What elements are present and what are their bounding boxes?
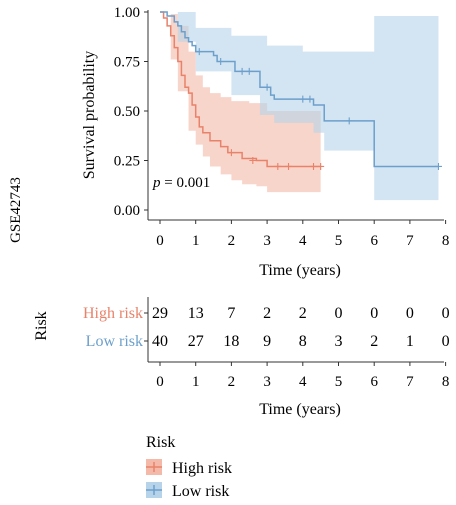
risk-count-high-risk: 2	[263, 305, 271, 322]
censor-mark-high-risk	[310, 162, 318, 170]
risk-count-high-risk: 13	[188, 305, 204, 322]
risk-count-low-risk: 27	[188, 333, 204, 350]
risk-table-x-ticks: 0 1 2 3 4 5 6 7 8	[156, 362, 449, 390]
risk-table: Risk High risk Low risk 29 13 7 2 2 0 0 0 040 27 1…	[33, 297, 450, 418]
ci-band-low-risk	[160, 12, 439, 201]
risk-count-high-risk: 0	[335, 305, 343, 322]
y-tick-label: 0.00	[114, 203, 140, 219]
censor-mark-high-risk	[227, 149, 235, 157]
censor-mark-low-risk	[217, 58, 225, 65]
risk-count-low-risk: 1	[406, 333, 414, 350]
risk-row-label-low: Low risk	[86, 333, 143, 350]
x-tick-label: 8	[442, 233, 450, 249]
legend: Risk High risk Low risk	[146, 434, 232, 500]
y-ticks: 0.00 0.25 0.50 0.75 1.00	[114, 5, 148, 219]
y-tick-label: 0.50	[114, 104, 140, 120]
y-axis-label: Survival probability	[81, 51, 98, 179]
legend-label-high-risk: High risk	[172, 460, 232, 477]
risk-x-tick-label: 7	[406, 374, 414, 390]
risk-table-cells: 29 13 7 2 2 0 0 0 0 40 27 18 9 8 3 2 1 0	[144, 305, 450, 350]
censor-mark-high-risk	[274, 162, 282, 170]
risk-count-high-risk: 0	[406, 305, 414, 322]
censor-mark-low-risk	[345, 117, 353, 125]
risk-x-tick-label: 8	[442, 374, 450, 390]
censor-marks	[195, 48, 442, 170]
risk-count-high-risk: 0	[370, 305, 378, 322]
risk-count-low-risk: 3	[335, 333, 343, 350]
x-tick-label: 6	[370, 233, 378, 249]
ci-band-high-risk	[160, 12, 321, 193]
x-axis-label: Time (years)	[259, 262, 341, 279]
risk-x-tick-label: 5	[335, 374, 343, 390]
risk-x-tick-label: 2	[228, 374, 236, 390]
censor-mark-high-risk	[285, 162, 293, 170]
survival-plot: 0.00 0.25 0.50 0.75 1.00 0 1 2 3 4 5 6 7 8 Survival …	[81, 5, 449, 279]
censor-mark-low-risk	[263, 83, 271, 91]
cohort-label: GSE42743	[8, 177, 24, 243]
legend-item-low-risk: Low risk	[146, 482, 229, 500]
legend-item-high-risk: High risk	[146, 459, 232, 477]
risk-x-tick-label: 0	[156, 374, 164, 390]
risk-count-high-risk: 29	[152, 305, 168, 322]
ci-bands	[160, 12, 439, 201]
risk-count-low-risk: 0	[442, 333, 450, 350]
x-tick-label: 3	[263, 233, 271, 249]
p-value: = 0.001	[161, 175, 211, 191]
x-tick-label: 2	[228, 233, 236, 249]
risk-count-low-risk: 9	[263, 333, 271, 350]
risk-count-low-risk: 40	[152, 333, 168, 350]
x-tick-label: 5	[335, 233, 343, 249]
y-tick-label: 0.75	[114, 55, 140, 71]
p-value-annotation: p = 0.001	[152, 175, 210, 191]
x-tick-label: 1	[192, 233, 200, 249]
risk-count-high-risk: 2	[299, 305, 307, 322]
risk-count-low-risk: 8	[299, 333, 307, 350]
survival-curves	[160, 11, 439, 168]
y-tick-label: 1.00	[114, 5, 140, 21]
legend-title: Risk	[146, 434, 175, 451]
risk-count-high-risk: 7	[227, 305, 235, 322]
x-tick-label: 0	[156, 233, 164, 249]
risk-x-tick-label: 3	[263, 374, 271, 390]
censor-mark-low-risk	[299, 95, 307, 103]
censor-mark-low-risk	[195, 48, 203, 56]
risk-table-x-label: Time (years)	[259, 401, 341, 418]
risk-x-tick-label: 4	[299, 374, 307, 390]
risk-row-label-high: High risk	[83, 305, 143, 322]
risk-x-tick-label: 6	[370, 374, 378, 390]
risk-table-title: Risk	[33, 311, 50, 340]
x-tick-label: 4	[299, 233, 307, 249]
risk-count-high-risk: 0	[442, 305, 450, 322]
x-tick-label: 7	[406, 233, 414, 249]
legend-label-low-risk: Low risk	[172, 483, 229, 500]
risk-x-tick-label: 1	[192, 374, 200, 390]
censor-mark-low-risk	[238, 67, 246, 75]
censor-mark-high-risk	[317, 162, 325, 170]
censor-mark-low-risk	[306, 95, 314, 103]
censor-mark-low-risk	[434, 162, 442, 170]
risk-count-low-risk: 18	[223, 333, 239, 350]
p-symbol: p	[152, 175, 161, 191]
survival-curve-low-risk	[160, 11, 439, 168]
risk-count-low-risk: 2	[370, 333, 378, 350]
x-ticks: 0 1 2 3 4 5 6 7 8	[156, 220, 449, 249]
survival-curve-high-risk	[160, 11, 321, 168]
censor-mark-high-risk	[249, 157, 257, 164]
censor-mark-low-risk	[245, 67, 253, 75]
y-tick-label: 0.25	[114, 154, 140, 170]
